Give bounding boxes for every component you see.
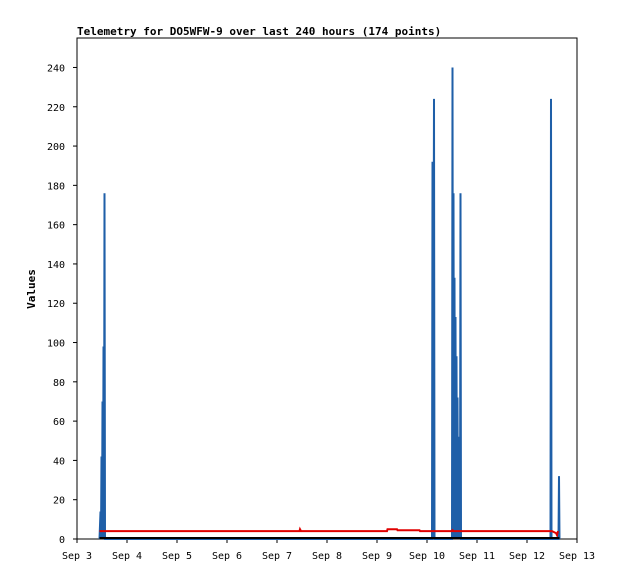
y-tick-label: 140 xyxy=(47,260,65,271)
x-tick-label: Sep 13 xyxy=(559,551,595,562)
plot-area xyxy=(76,37,578,540)
y-tick-label: 240 xyxy=(47,63,65,74)
y-tick-label: 200 xyxy=(47,142,65,153)
chart-title: Telemetry for DO5WFW-9 over last 240 hou… xyxy=(77,25,441,38)
y-tick-label: 120 xyxy=(47,299,65,310)
y-axis-ticks: 0 20 40 60 80 100 120 140 160 180 200 220 240 xyxy=(47,63,77,546)
y-tick-label: 40 xyxy=(53,456,65,467)
x-tick-label: Sep 12 xyxy=(509,551,545,562)
y-tick-label: 180 xyxy=(47,181,65,192)
x-axis-ticks: Sep 3 Sep 4 Sep 5 Sep 6 Sep 7 Sep 8 Sep 9 Sep 1… xyxy=(62,539,595,562)
y-axis-label: Values xyxy=(25,269,38,309)
y-tick-label: 20 xyxy=(53,496,65,507)
x-tick-label: Sep 3 xyxy=(62,551,92,562)
y-tick-label: 100 xyxy=(47,339,65,350)
y-tick-label: 220 xyxy=(47,103,65,114)
y-tick-label: 60 xyxy=(53,417,65,428)
series-layer xyxy=(98,67,561,540)
y-tick-label: 80 xyxy=(53,378,65,389)
x-tick-label: Sep 11 xyxy=(459,551,495,562)
x-tick-label: Sep 5 xyxy=(162,551,192,562)
x-tick-label: Sep 7 xyxy=(262,551,292,562)
x-tick-label: Sep 10 xyxy=(409,551,445,562)
y-tick-label: 0 xyxy=(59,535,65,546)
y-tick-label: 160 xyxy=(47,221,65,232)
series-line-2 xyxy=(99,526,559,538)
x-tick-label: Sep 6 xyxy=(212,551,242,562)
x-tick-label: Sep 8 xyxy=(312,551,342,562)
x-tick-label: Sep 4 xyxy=(112,551,142,562)
x-tick-label: Sep 9 xyxy=(362,551,392,562)
